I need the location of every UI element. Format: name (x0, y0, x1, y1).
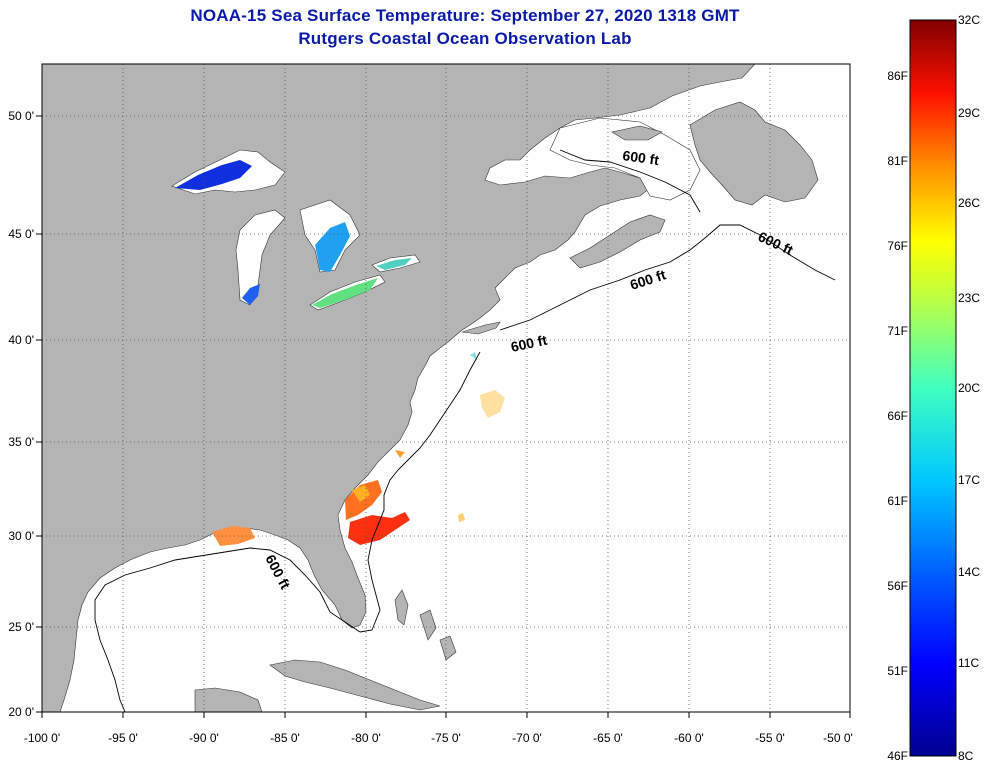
y-tick-label: 45 0' (8, 227, 34, 241)
lake-huron-sst (315, 222, 350, 272)
newfoundland (689, 101, 819, 206)
colorbar-label-f: 86F (887, 69, 908, 83)
colorbar-label-f: 76F (887, 239, 908, 253)
cuba (269, 659, 441, 711)
colorbar-label-f: 66F (887, 409, 908, 423)
colorbar: 32C 86F 81F 76F 71F 66F 61F 56F 51F 46F … (887, 13, 980, 763)
x-tick-label: -50 0' (823, 731, 853, 745)
contour-label-gulf: 600 ft (622, 147, 661, 168)
x-tick-label: -100 0' (24, 731, 60, 745)
contour-label-mid-atlantic: 600 ft (509, 332, 548, 355)
lake-erie-sst (312, 278, 378, 308)
x-tick-label: -75 0' (431, 731, 461, 745)
x-tick-label: -85 0' (270, 731, 300, 745)
long-island (461, 321, 501, 335)
map-subtitle: Rutgers Coastal Ocean Observation Lab (298, 29, 632, 48)
x-tick-label: -60 0' (674, 731, 704, 745)
colorbar-label-c: 14C (958, 565, 980, 579)
yucatan (194, 687, 263, 712)
lake-superior-sst (175, 160, 252, 190)
x-tick-label: -55 0' (755, 731, 785, 745)
y-tick-label: 25 0' (8, 620, 34, 634)
colorbar-label-c: 32C (958, 13, 980, 27)
colorbar-label-f: 71F (887, 324, 908, 338)
depth-contours (94, 149, 836, 712)
x-tick-label: -90 0' (189, 731, 219, 745)
sst-data-points (212, 352, 505, 546)
x-tick-label: -65 0' (593, 731, 623, 745)
gulf-st-lawrence (549, 117, 701, 201)
y-axis: 50 0' 45 0' 40 0' 35 0' 30 0' 25 0' 20 0… (8, 109, 42, 719)
x-tick-label: -70 0' (512, 731, 542, 745)
land-north-america (42, 64, 756, 712)
anticosti-island (611, 125, 663, 141)
lake-michigan (235, 209, 286, 306)
colorbar-label-c: 29C (958, 106, 980, 120)
colorbar-gradient (909, 19, 957, 757)
colorbar-label-c: 26C (958, 196, 980, 210)
colorbar-label-c: 17C (958, 473, 980, 487)
colorbar-label-f: 56F (887, 579, 908, 593)
nova-scotia (569, 214, 666, 269)
colorbar-label-c: 23C (958, 291, 980, 305)
lake-ontario-sst (376, 258, 412, 270)
colorbar-label-c: 8C (958, 749, 974, 763)
bahamas (394, 589, 457, 661)
y-tick-label: 20 0' (8, 705, 34, 719)
colorbar-label-f: 61F (887, 494, 908, 508)
y-tick-label: 40 0' (8, 333, 34, 347)
y-tick-label: 50 0' (8, 109, 34, 123)
colorbar-label-f: 46F (887, 749, 908, 763)
lake-michigan-sst (242, 284, 260, 305)
x-tick-label: -80 0' (351, 731, 381, 745)
colorbar-label-c: 20C (958, 381, 980, 395)
colorbar-label-f: 81F (887, 154, 908, 168)
map-title: NOAA-15 Sea Surface Temperature: Septemb… (190, 6, 740, 25)
y-tick-label: 30 0' (8, 529, 34, 543)
x-axis: -100 0' -95 0' -90 0' -85 0' -80 0' -75 … (24, 712, 853, 745)
y-tick-label: 35 0' (8, 435, 34, 449)
map-grid (42, 64, 850, 712)
x-tick-label: -95 0' (108, 731, 138, 745)
colorbar-label-f: 51F (887, 664, 908, 678)
colorbar-label-c: 11C (958, 656, 979, 670)
